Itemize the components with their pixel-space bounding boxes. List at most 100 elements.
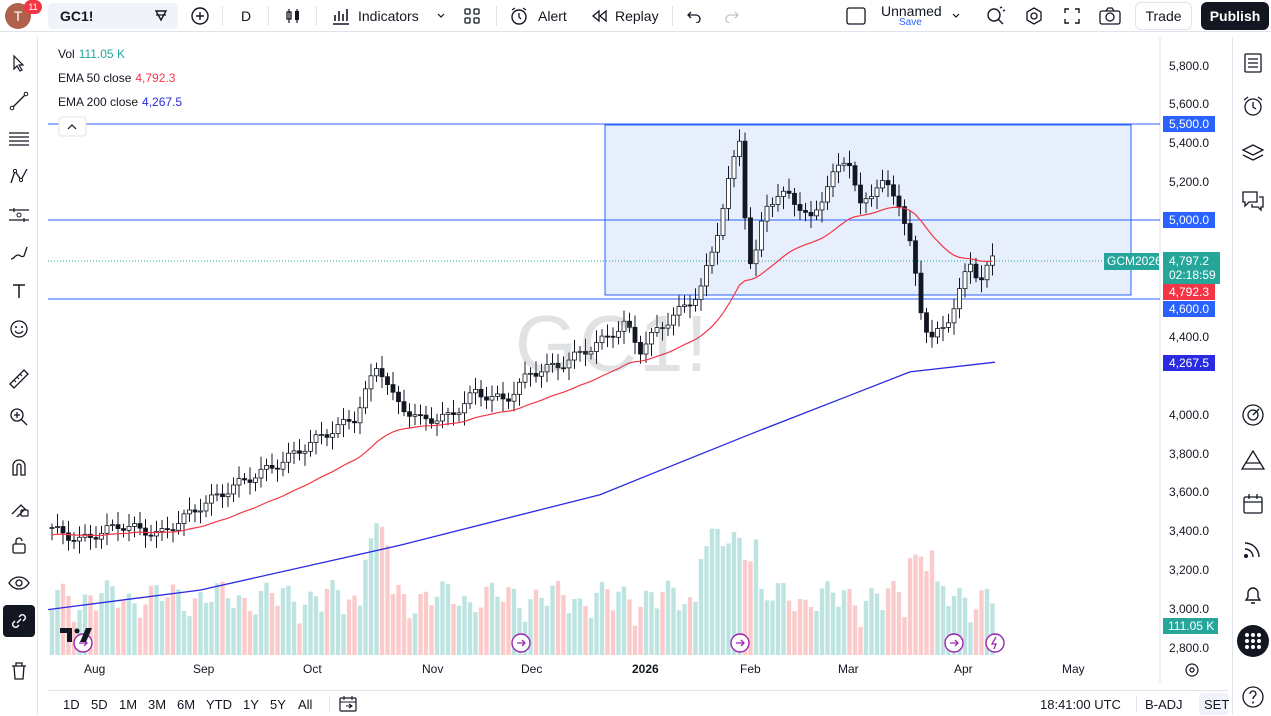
fullscreen-icon[interactable] — [1063, 0, 1081, 31]
volume-bar — [819, 588, 825, 655]
volume-bar — [918, 556, 924, 655]
chevron-down-icon[interactable] — [436, 0, 446, 31]
trade-button[interactable]: Trade — [1135, 2, 1192, 30]
alarm-clock-icon[interactable] — [1237, 90, 1269, 122]
ema50-price-tag: 4,792.3 — [1163, 284, 1215, 300]
emoji-icon[interactable] — [3, 313, 35, 345]
replay-button[interactable]: Replay — [615, 7, 659, 24]
cursor-icon[interactable] — [3, 47, 35, 79]
volume-bar — [165, 597, 170, 655]
volume-bar — [484, 586, 489, 655]
price-axis-label: 5,600.0 — [1169, 97, 1210, 111]
range-all[interactable]: All — [298, 697, 313, 712]
go-to-date-icon[interactable] — [338, 695, 358, 716]
indicators-icon[interactable] — [331, 0, 351, 31]
lock-icon[interactable] — [3, 529, 35, 561]
candle-body — [566, 359, 572, 369]
price-axis-label: 5,200.0 — [1169, 175, 1210, 189]
camera-icon[interactable] — [1099, 0, 1121, 31]
pattern-icon[interactable] — [3, 161, 35, 193]
clock-utc[interactable]: 18:41:00 UTC — [1040, 697, 1121, 712]
broadcast-icon[interactable] — [1237, 533, 1269, 565]
range-3m[interactable]: 3M — [148, 697, 167, 712]
volume-bar — [550, 585, 555, 655]
volume-bar — [495, 596, 500, 655]
brush-icon[interactable] — [3, 237, 35, 269]
volume-bar — [792, 611, 797, 655]
volume-bar — [946, 606, 951, 655]
range-ytd[interactable]: YTD — [206, 697, 232, 712]
volume-bar — [198, 592, 203, 655]
adjustment-toggle[interactable]: B-ADJ — [1145, 697, 1183, 712]
candle-body — [220, 493, 225, 498]
candle-body — [973, 263, 979, 279]
collapse-legend-button — [58, 116, 87, 137]
candle-body — [588, 351, 594, 355]
candle-body — [77, 536, 82, 542]
volume-bar — [121, 600, 126, 655]
mountain-icon[interactable] — [1237, 444, 1269, 476]
candle-body — [891, 184, 896, 197]
volume-bar — [654, 608, 660, 655]
zoom-in-icon[interactable] — [3, 401, 35, 433]
trash-icon[interactable] — [3, 655, 35, 687]
redo-icon[interactable] — [724, 0, 740, 31]
watchlist-icon[interactable] — [1237, 47, 1269, 79]
add-symbol-icon[interactable] — [190, 0, 210, 31]
compare-symbol-icon[interactable] — [152, 0, 170, 31]
candle-body — [676, 306, 682, 316]
symbol-search[interactable] — [48, 3, 178, 29]
candle-body — [500, 393, 506, 400]
ema-50-line — [51, 206, 993, 537]
ruler-icon[interactable] — [3, 363, 35, 395]
candles-icon[interactable] — [284, 0, 302, 31]
alert-button[interactable]: Alert — [538, 7, 567, 24]
layout-name[interactable]: Unnamed — [881, 3, 942, 19]
layers-icon[interactable] — [1237, 137, 1269, 169]
interval-button[interactable]: D — [241, 7, 252, 24]
candle-body — [792, 192, 797, 205]
bottom-toolbar: 1D 5D 1M 3M 6M YTD 1Y 5Y All 18:41:00 UT… — [48, 690, 1230, 716]
help-icon[interactable] — [1237, 681, 1269, 713]
replay-icon[interactable] — [590, 0, 608, 31]
candle-body — [929, 331, 935, 338]
range-5y[interactable]: 5Y — [270, 697, 286, 712]
settings-icon[interactable] — [1024, 0, 1044, 31]
price-chart[interactable] — [0, 37, 1232, 690]
volume-bar — [610, 610, 616, 655]
publish-button[interactable]: Publish — [1201, 2, 1269, 30]
magnet-icon[interactable] — [3, 451, 35, 483]
session-toggle[interactable]: SET — [1204, 697, 1230, 712]
range-5d[interactable]: 5D — [91, 697, 108, 712]
chevron-down-icon[interactable] — [951, 0, 961, 31]
bell-icon[interactable] — [1237, 579, 1269, 611]
symbol-name[interactable]: GC1! — [60, 7, 94, 24]
range-6m[interactable]: 6M — [177, 697, 196, 712]
alert-icon[interactable] — [509, 0, 529, 31]
indicators-button[interactable]: Indicators — [358, 7, 419, 24]
volume-bar — [506, 587, 511, 655]
fib-retracement-icon[interactable] — [3, 123, 35, 155]
target-icon[interactable] — [1237, 399, 1269, 431]
lock-drawing-icon[interactable] — [3, 491, 35, 523]
text-icon[interactable] — [3, 275, 35, 307]
undo-icon[interactable] — [686, 0, 702, 31]
layout-checkbox-icon[interactable] — [846, 0, 866, 31]
layout-save-label[interactable]: Save — [899, 17, 922, 28]
apps-grid-icon[interactable] — [1237, 625, 1269, 657]
chat-icon[interactable] — [1237, 185, 1269, 217]
layout-grid-icon[interactable] — [463, 0, 481, 31]
range-1d[interactable]: 1D — [63, 697, 80, 712]
candle-body — [297, 450, 302, 454]
trend-line-icon[interactable] — [3, 85, 35, 117]
link-icon[interactable] — [3, 605, 35, 637]
quick-search-icon[interactable] — [985, 0, 1007, 31]
candle-body — [918, 272, 924, 314]
eye-icon[interactable] — [3, 567, 35, 599]
volume-bar — [836, 606, 841, 655]
range-1y[interactable]: 1Y — [243, 697, 259, 712]
level-4600-tag: 4,600.0 — [1163, 301, 1215, 317]
calendar-icon[interactable] — [1237, 488, 1269, 520]
range-1m[interactable]: 1M — [119, 697, 138, 712]
prediction-icon[interactable] — [3, 199, 35, 231]
